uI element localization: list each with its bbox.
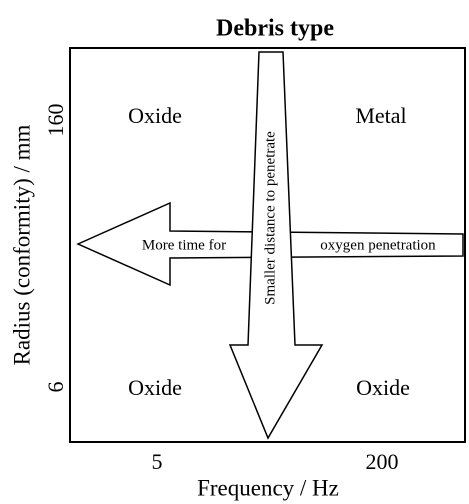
y-tick-label: 6 [43, 382, 68, 393]
arrow-text: oxygen penetration [320, 237, 436, 253]
vertical-arrow [228, 51, 324, 440]
x-tick-label: 5 [152, 449, 163, 474]
quadrant-label: Oxide [128, 375, 182, 400]
arrow-text: More time for [142, 237, 226, 253]
arrow-text: Smaller distance to penetrate [262, 131, 278, 305]
quadrant-label: Metal [355, 103, 406, 128]
title: Debris type [216, 16, 334, 42]
quadrant-label: Oxide [128, 103, 182, 128]
y-tick-label: 160 [43, 104, 68, 137]
y-axis-label: Radius (conformity) / mm [9, 124, 34, 365]
quadrant-label: Oxide [356, 375, 410, 400]
x-axis-label: Frequency / Hz [197, 475, 339, 500]
x-tick-label: 200 [366, 449, 399, 474]
